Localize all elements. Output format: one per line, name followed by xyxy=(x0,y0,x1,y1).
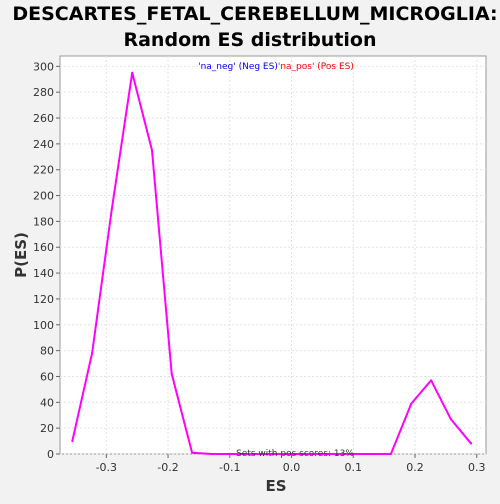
x-tick-label: -0.2 xyxy=(157,461,178,474)
data-point xyxy=(131,72,133,74)
y-tick-label: 40 xyxy=(40,396,54,409)
data-point xyxy=(470,443,472,445)
chart-title-line1: DESCARTES_FETAL_CEREBELLUM_MICROGLIA: xyxy=(12,3,497,25)
data-point xyxy=(370,453,372,455)
legend-part: (Neg ES) xyxy=(236,62,278,72)
y-tick-label: 200 xyxy=(33,190,54,203)
legend-part: (Pos ES) xyxy=(314,62,353,72)
y-tick-label: 160 xyxy=(33,241,54,254)
data-point xyxy=(410,403,412,405)
data-point xyxy=(450,418,452,420)
data-point xyxy=(191,452,193,454)
pos-scores-annotation: Sets with pos scores: 13% xyxy=(236,449,354,459)
legend-part: 'na_neg' xyxy=(198,62,236,72)
y-tick-label: 20 xyxy=(40,422,54,435)
y-axis-label: P(ES) xyxy=(12,232,30,278)
data-point xyxy=(171,373,173,375)
y-tick-label: 300 xyxy=(33,60,54,73)
plot-area xyxy=(60,56,486,454)
data-point xyxy=(211,453,213,455)
data-point xyxy=(71,440,73,442)
legend-part: 'na_pos' xyxy=(278,62,315,72)
data-point xyxy=(91,352,93,354)
x-tick-label: -0.1 xyxy=(219,461,240,474)
data-point xyxy=(390,453,392,455)
x-tick-label: 0.3 xyxy=(468,461,486,474)
y-tick-label: 100 xyxy=(33,319,54,332)
y-tick-label: 280 xyxy=(33,86,54,99)
data-point xyxy=(151,149,153,151)
y-tick-label: 140 xyxy=(33,267,54,280)
x-axis-label: ES xyxy=(265,477,286,495)
y-tick-label: 60 xyxy=(40,370,54,383)
y-tick-label: 220 xyxy=(33,164,54,177)
legend: 'na_neg' (Neg ES)'na_pos' (Pos ES) xyxy=(198,62,354,72)
y-tick-label: 0 xyxy=(47,448,54,461)
chart-title-line2: Random ES distribution xyxy=(123,29,376,51)
x-tick-label: -0.3 xyxy=(96,461,117,474)
y-tick-label: 180 xyxy=(33,215,54,228)
y-tick-label: 120 xyxy=(33,293,54,306)
x-tick-label: 0.0 xyxy=(283,461,301,474)
x-tick-label: 0.2 xyxy=(406,461,424,474)
y-tick-label: 260 xyxy=(33,112,54,125)
x-tick-label: 0.1 xyxy=(345,461,363,474)
data-point xyxy=(111,207,113,209)
data-point xyxy=(231,453,233,455)
y-tick-label: 240 xyxy=(33,138,54,151)
y-tick-label: 80 xyxy=(40,345,54,358)
data-point xyxy=(430,379,432,381)
